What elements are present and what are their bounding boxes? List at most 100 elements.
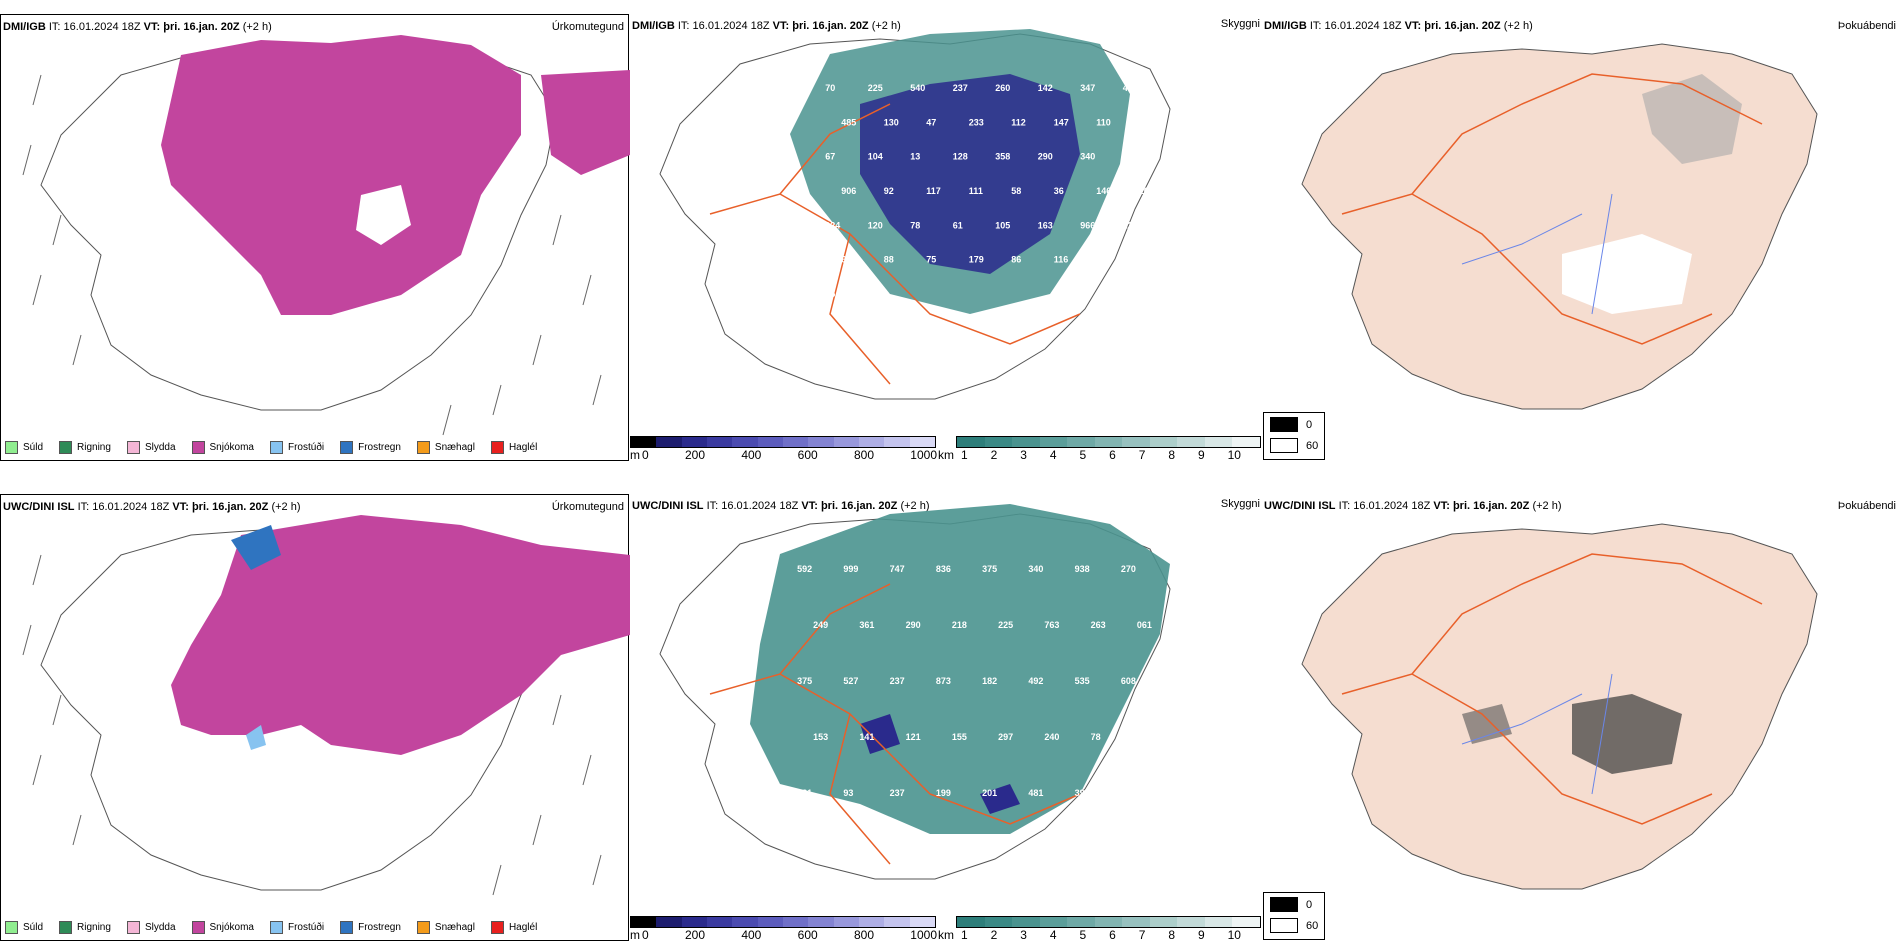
cloud-base-value: 297 <box>998 732 1013 742</box>
rivers <box>1461 673 1613 795</box>
cloud-base-value: 358 <box>995 152 1010 162</box>
colorbar-segment <box>1232 437 1261 447</box>
legend-swatch <box>416 441 430 454</box>
iceland-land <box>1301 523 1818 890</box>
fog-scale-legend: 0 60 <box>1263 412 1325 460</box>
cloud-base-value: 13 <box>910 152 920 162</box>
cloud-base-value: 237 <box>890 788 905 798</box>
tick-label: 8 <box>1168 928 1176 942</box>
precip-map <box>22 35 630 436</box>
legend-item: Slydda <box>126 921 176 934</box>
cloud-base-panel-uwc: UWC/DINI ISL IT: 16.01.2024 18Z VT: þri.… <box>630 494 1261 942</box>
colorbar-segment <box>808 437 834 447</box>
legend-item: Slydda <box>126 441 176 454</box>
colorbar-segment <box>957 437 985 447</box>
tick-label: 200 <box>684 928 706 942</box>
tick-label: 6 <box>1109 448 1116 462</box>
cloud-base-value: 400 <box>1123 83 1138 93</box>
legend-item: Snjókoma <box>191 921 254 934</box>
cloud-base-value: 270 <box>1121 564 1136 574</box>
rivers <box>1461 193 1613 315</box>
cloud-base-value: 237 <box>890 676 905 686</box>
fog-index-panel-uwc: UWC/DINI ISL IT: 16.01.2024 18Z VT: þri.… <box>1262 494 1900 941</box>
height-unit: m <box>630 448 640 462</box>
cloud-base-value: 65 <box>825 289 835 299</box>
tick-label: 200 <box>684 448 706 462</box>
snow-area <box>171 515 630 755</box>
colorbar-segment <box>656 437 682 447</box>
colorbar-segment <box>1204 917 1233 927</box>
colorbar-segment <box>681 917 707 927</box>
wind-barbs <box>22 74 602 436</box>
visibility-colorbar <box>956 436 1261 448</box>
cloud-base-value: 147 <box>1054 117 1069 127</box>
cloud-base-value: 249 <box>813 620 828 630</box>
legend-swatch <box>490 441 504 454</box>
cloud-base-panel-dmi: DMI/IGB IT: 16.01.2024 18Z VT: þri. 16.j… <box>630 14 1261 462</box>
colorbar-segment <box>1012 437 1040 447</box>
fog-dark-area <box>1572 694 1682 774</box>
colorbar-segment <box>1094 437 1123 447</box>
cloud-base-value: 237 <box>953 83 968 93</box>
tick-label: 2 <box>990 928 998 942</box>
colorbar-segment <box>1094 917 1123 927</box>
precip-legend: Súld Rigning Slydda Snjókoma Frostúði Frostre… <box>5 441 537 454</box>
panel-field-name: Úrkomutegund <box>551 21 624 33</box>
panel-field-name: Úrkomutegund <box>551 501 624 513</box>
visibility-ticks: 1 2 3 4 5 6 7 8 9 10 <box>961 928 1241 942</box>
legend-item: Snæhagl <box>416 921 475 934</box>
tick-label: 4 <box>1049 448 1057 462</box>
tick-label: 800 <box>853 448 874 462</box>
cloud-base-value: 248 <box>1137 732 1152 742</box>
cloud-base-value: 110 <box>1096 117 1111 127</box>
cloud-base-value: 290 <box>906 620 921 630</box>
panel-field-name: Skyggni <box>1220 18 1260 30</box>
cloud-base-value: 128 <box>953 152 968 162</box>
colorbar-segment <box>706 437 733 447</box>
cloud-base-value: 142 <box>1038 83 1053 93</box>
tick-label: 4 <box>1049 928 1057 942</box>
panel-field-name: Þokuábendi <box>1837 20 1896 32</box>
cloud-map: 592 999 747 836 375 340 938 270 249 361 290 218 225 7… <box>659 504 1171 880</box>
cloud-base-value: 163 <box>1038 220 1053 230</box>
tick-label: 6 <box>1109 928 1116 942</box>
cloud-base-value: 110 <box>1096 255 1111 265</box>
tick-label: 3 <box>1020 448 1027 462</box>
cloud-base-value: 161 <box>1139 186 1154 196</box>
fog-map <box>1301 43 1818 410</box>
colorbar-segment <box>884 917 910 927</box>
legend-item: Snæhagl <box>416 441 475 454</box>
colorbar-segment <box>909 917 935 927</box>
fog-map <box>1301 523 1818 890</box>
cloud-base-value: 92 <box>884 186 894 196</box>
colorbar-segment <box>1177 917 1205 927</box>
colorbar-segment <box>656 917 682 927</box>
clear-hole <box>356 185 411 245</box>
cloud-base-value: 540 <box>910 83 925 93</box>
colorbar-segment <box>858 437 885 447</box>
colorbar-segment <box>1122 917 1150 927</box>
cloud-base-value: 218 <box>952 620 967 630</box>
cloud-base-value: 340 <box>1028 564 1043 574</box>
panel-title: DMI/IGB IT: 16.01.2024 18Z VT: þri. 16.j… <box>1264 20 1533 32</box>
cloud-base-value: 966 <box>1080 220 1095 230</box>
colorbar-segment <box>732 437 758 447</box>
colorbar-segment <box>1067 437 1095 447</box>
cloud-base-value: 225 <box>868 83 883 93</box>
cloud-base-value: 906 <box>841 186 856 196</box>
tick-label: 400 <box>741 928 762 942</box>
legend-item: Rigning <box>59 921 111 934</box>
height-unit: m <box>630 928 640 942</box>
legend-swatch <box>59 921 73 934</box>
colorbar-segment <box>1039 437 1068 447</box>
legend-swatch <box>490 921 504 934</box>
tick-label: 5 <box>1079 928 1087 942</box>
legend-swatch <box>191 441 205 454</box>
legend-item: Súld <box>5 921 43 934</box>
cloud-low-area <box>860 74 1080 274</box>
cloud-base-value: 747 <box>890 564 905 574</box>
cloud-base-value: 527 <box>843 676 858 686</box>
legend-item: Súld <box>5 441 43 454</box>
cloud-base-value: 141 <box>859 732 874 742</box>
tick-label: 600 <box>797 928 818 942</box>
